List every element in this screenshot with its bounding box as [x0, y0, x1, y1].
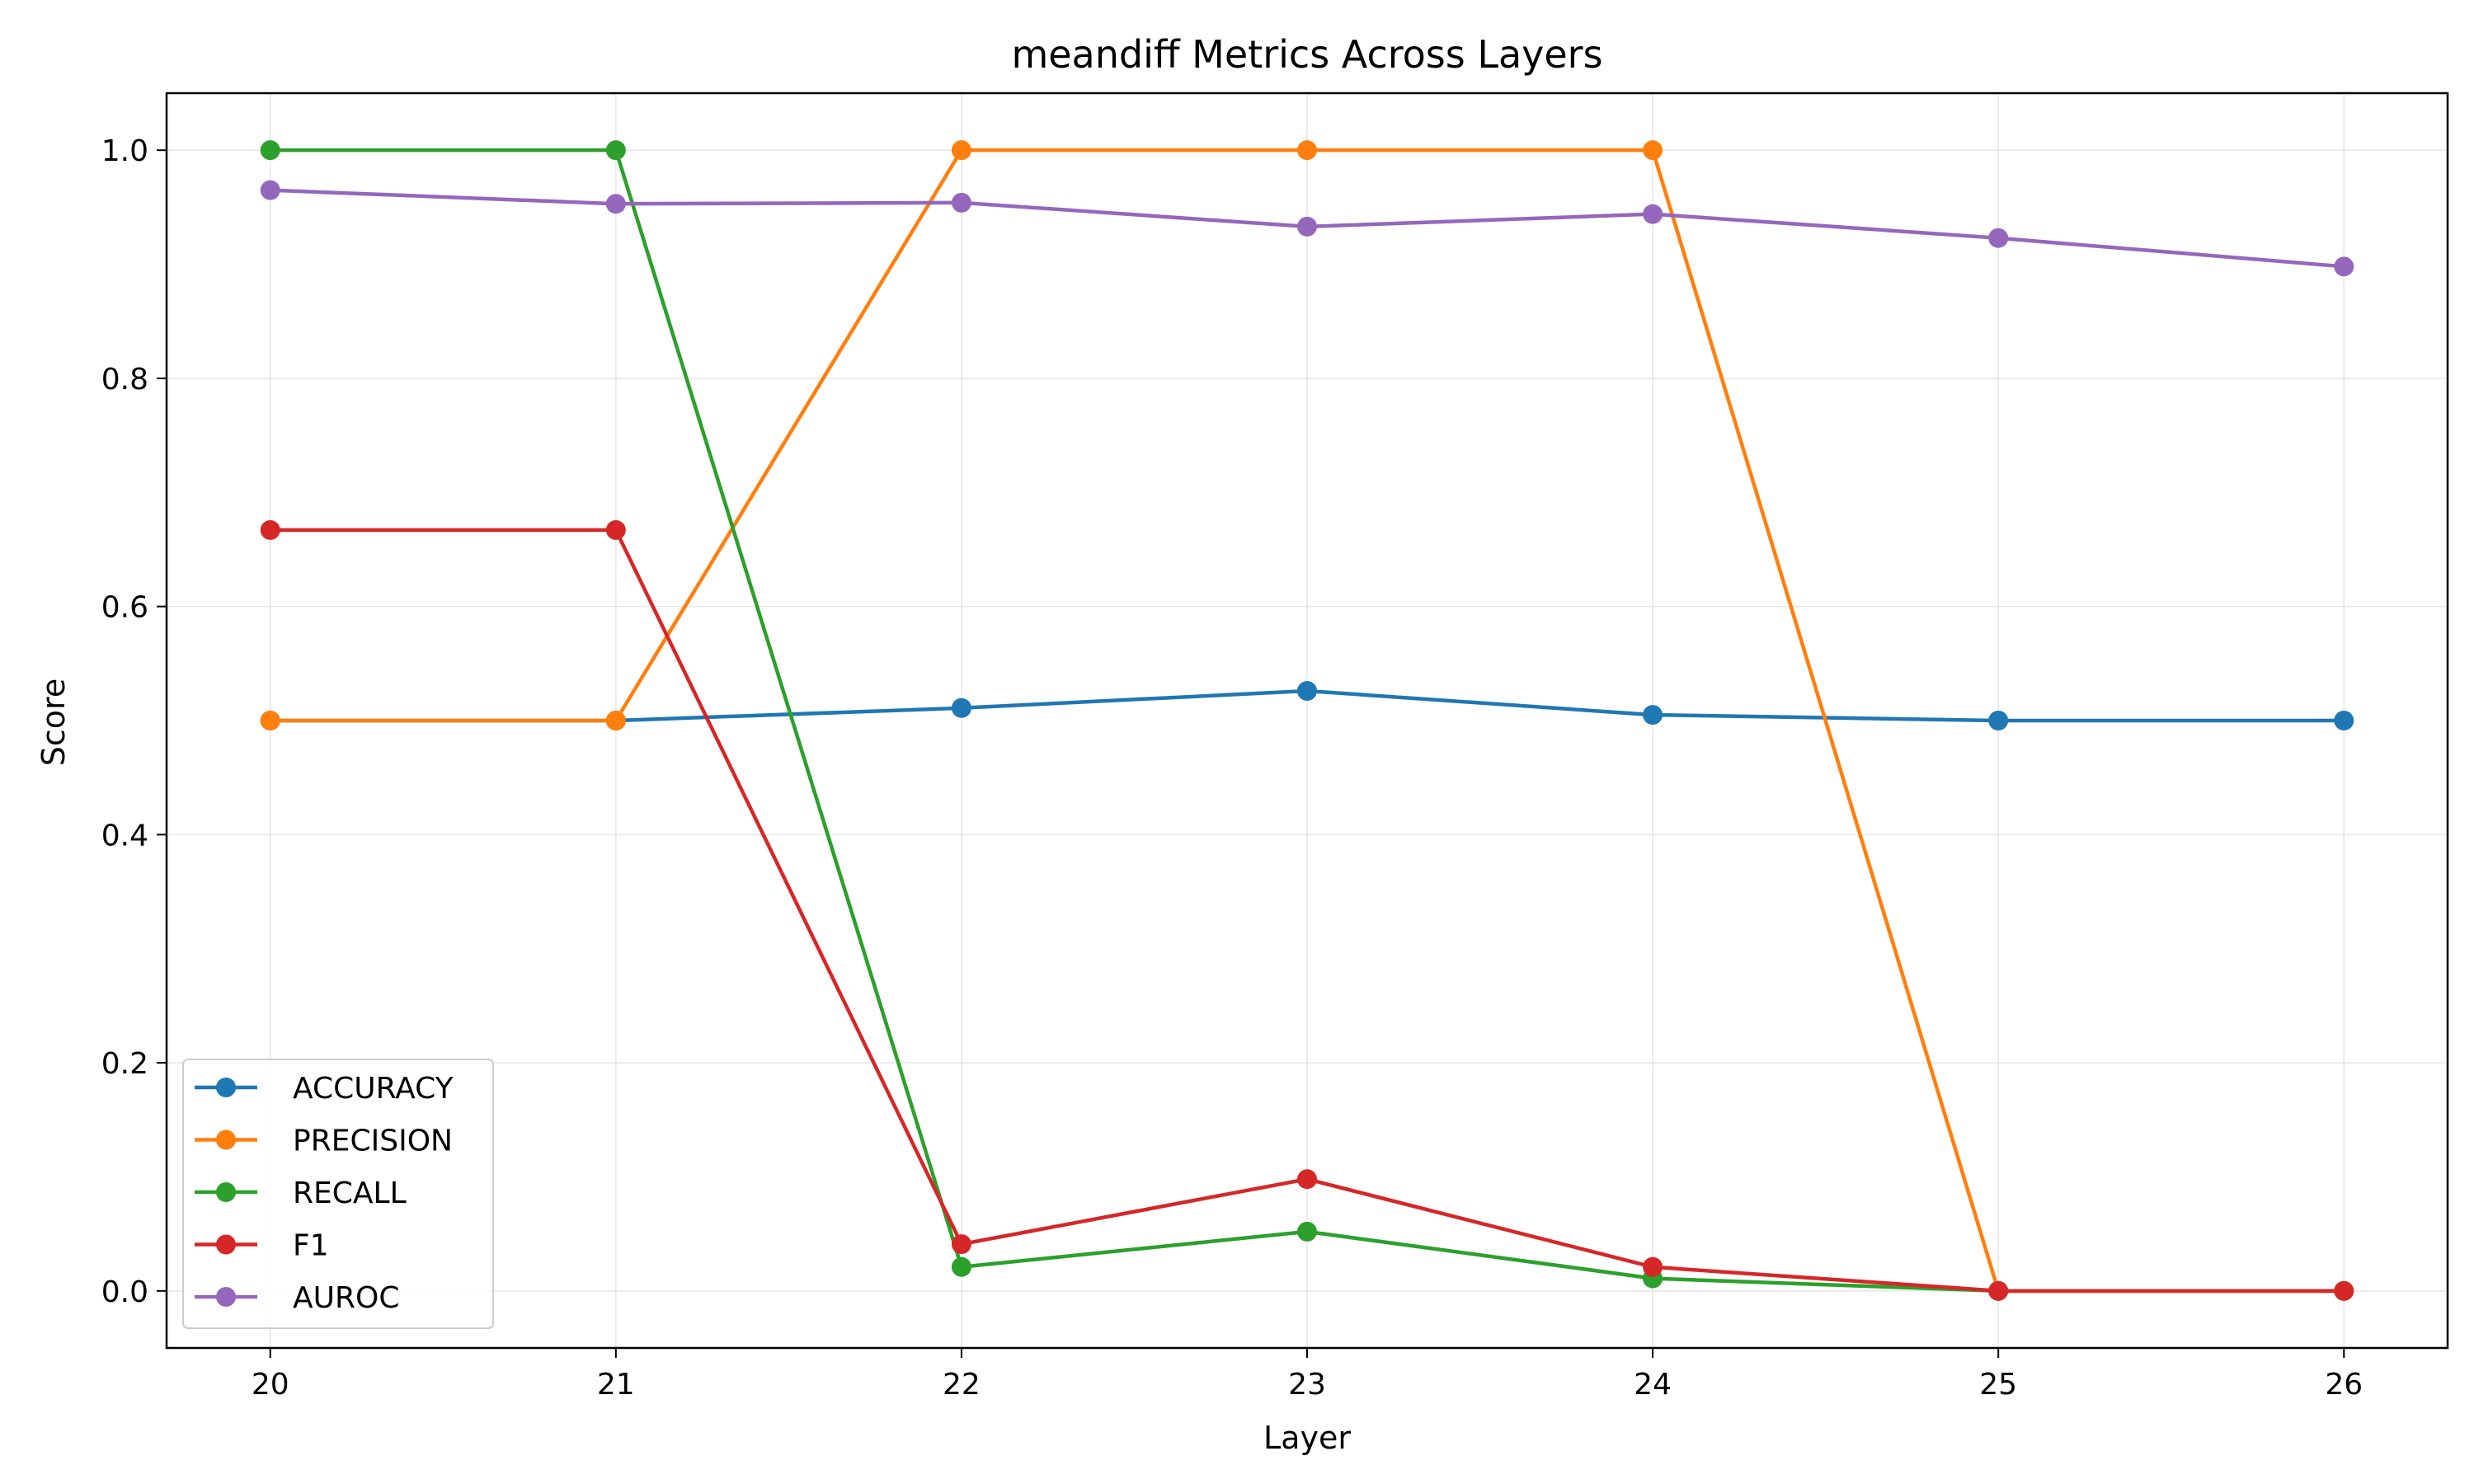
data-point-auroc	[1297, 216, 1317, 237]
y-tick-label: 0.2	[101, 1047, 148, 1081]
x-tick-label: 21	[597, 1368, 635, 1402]
data-point-auroc	[605, 194, 626, 214]
legend-marker	[216, 1078, 236, 1097]
data-point-f1	[951, 1234, 971, 1255]
legend-marker	[216, 1182, 236, 1202]
data-point-recall	[260, 140, 280, 161]
data-point-accuracy	[1297, 681, 1317, 702]
data-point-recall	[605, 140, 626, 161]
legend-label: AUROC	[293, 1281, 399, 1315]
data-point-auroc	[951, 192, 971, 213]
x-tick-label: 25	[1979, 1368, 2017, 1402]
x-tick-label: 26	[2325, 1368, 2363, 1402]
data-point-precision	[1297, 140, 1317, 161]
data-point-precision	[605, 711, 626, 730]
data-point-f1	[605, 519, 626, 540]
y-tick-label: 0.4	[101, 819, 148, 852]
legend-item-auroc: AUROC	[195, 1281, 399, 1315]
data-point-accuracy	[2334, 711, 2354, 730]
series-f1	[260, 519, 2354, 1301]
data-point-accuracy	[1988, 711, 2009, 730]
y-tick-label: 0.6	[101, 591, 148, 625]
legend-label: ACCURACY	[293, 1072, 454, 1106]
chart-title: meandiff Metrics Across Layers	[1011, 32, 1602, 77]
series-group	[260, 140, 2354, 1301]
x-tick-label: 23	[1288, 1368, 1326, 1402]
legend-marker	[216, 1234, 236, 1255]
legend-marker	[216, 1287, 236, 1307]
data-point-recall	[1297, 1221, 1317, 1242]
data-point-precision	[1643, 140, 1663, 161]
data-point-recall	[951, 1256, 971, 1277]
legend-item-precision: PRECISION	[195, 1125, 453, 1158]
legend-item-recall: RECALL	[195, 1176, 407, 1210]
data-point-f1	[1643, 1256, 1663, 1277]
x-tick-label: 20	[252, 1368, 289, 1402]
data-point-auroc	[1988, 228, 2009, 248]
y-tick-label: 1.0	[101, 134, 148, 168]
data-point-accuracy	[1643, 705, 1663, 726]
data-point-accuracy	[951, 697, 971, 718]
x-tick-label: 24	[1634, 1368, 1672, 1402]
data-point-precision	[951, 140, 971, 161]
y-tick-label: 0.0	[101, 1275, 148, 1309]
series-auroc	[260, 180, 2354, 277]
legend-label: F1	[293, 1229, 329, 1263]
legend-marker	[216, 1129, 236, 1150]
data-point-auroc	[1643, 204, 1663, 224]
data-point-f1	[1297, 1169, 1317, 1190]
x-tick-label: 22	[943, 1368, 981, 1402]
y-axis-label: Score	[35, 679, 72, 766]
legend-item-accuracy: ACCURACY	[195, 1072, 454, 1106]
data-point-precision	[260, 711, 280, 730]
y-tick-label: 0.8	[101, 363, 148, 397]
data-point-f1	[260, 519, 280, 540]
data-point-f1	[1988, 1280, 2009, 1301]
legend-label: RECALL	[293, 1176, 407, 1210]
data-point-auroc	[2334, 256, 2354, 277]
data-point-auroc	[260, 180, 280, 200]
axis-ticks: 20 21 22 23 24 25 26 0.0 0.2 0.4 0.6 0.8 1.0	[101, 134, 2363, 1402]
data-point-f1	[2334, 1280, 2354, 1301]
legend-box	[182, 1059, 494, 1329]
legend: ACCURACY PRECISION RECALL F1 AUROC	[182, 1059, 494, 1329]
x-axis-label: Layer	[1263, 1420, 1351, 1456]
legend-label: PRECISION	[293, 1125, 453, 1158]
legend-item-f1: F1	[195, 1229, 329, 1263]
